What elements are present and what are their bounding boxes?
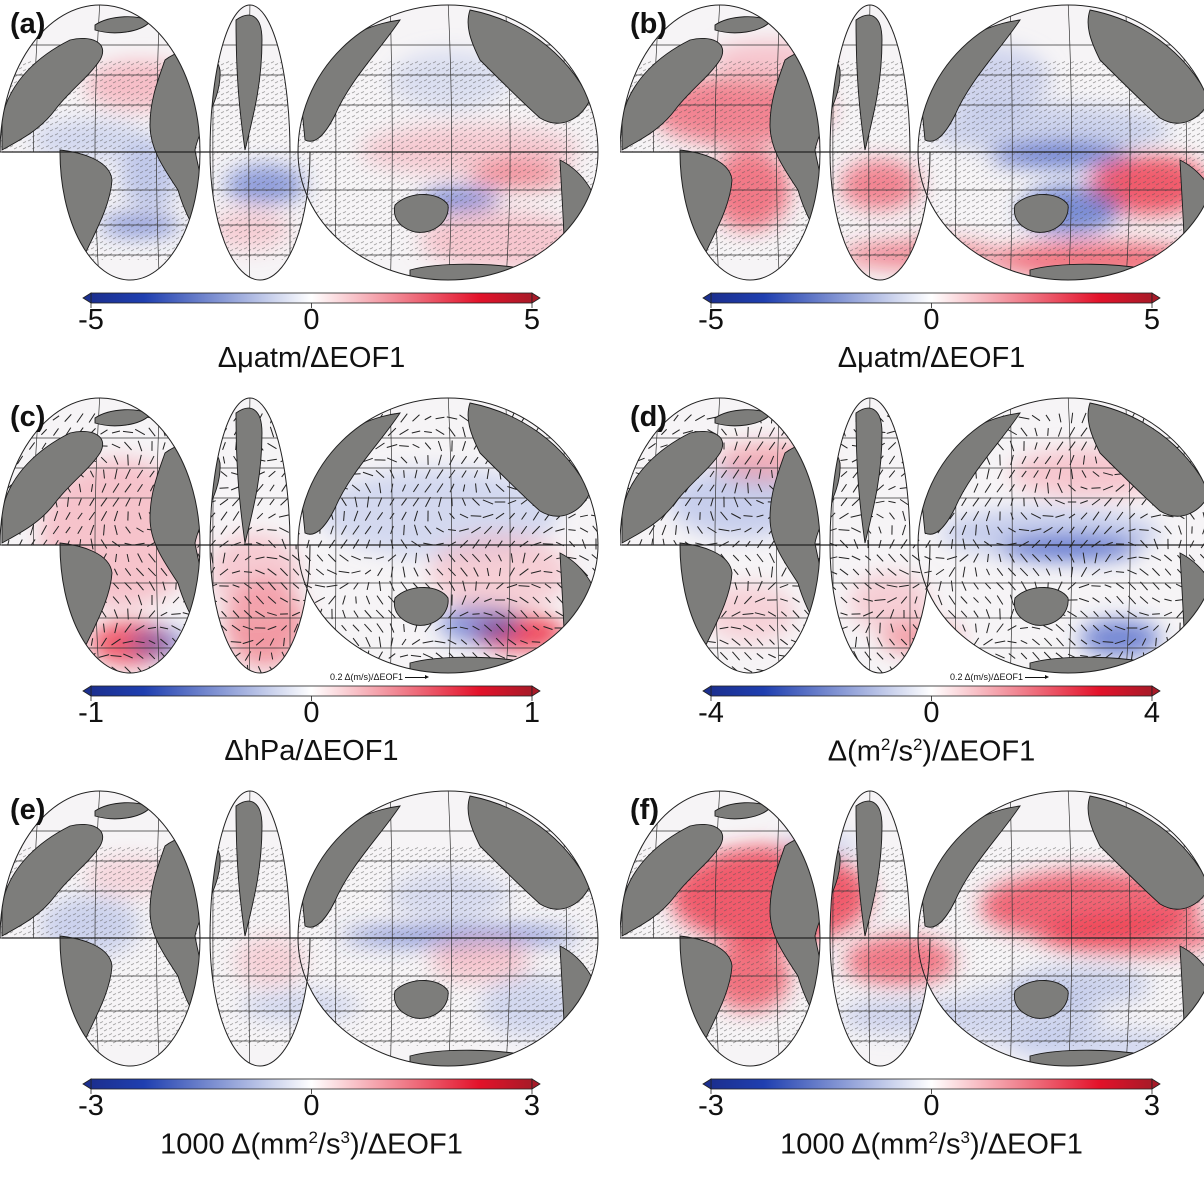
colorbar-tick-label: 0 xyxy=(923,304,940,336)
map xyxy=(620,790,1204,1067)
colorbar-tick-label: -4 xyxy=(698,697,724,729)
colorbar-tick-label: 1 xyxy=(523,697,541,729)
panel-f: (f) -3 0 3 1000 Δ(mm2/s3)/ΔEOF1 xyxy=(620,786,1204,1179)
unit-exponent: 2 xyxy=(308,1128,318,1147)
colorbar-tick-label: 0 xyxy=(303,697,320,729)
colorbar-unit-label: 1000 Δ(mm2/s3)/ΔEOF1 xyxy=(780,1128,1083,1161)
colorbar-tick-label: -5 xyxy=(698,304,724,336)
colorbar-unit-label: Δμatm/ΔEOF1 xyxy=(837,342,1026,374)
unit-exponent: 2 xyxy=(928,1128,938,1147)
map xyxy=(0,4,599,281)
panel-a: (a) -5 0 5 Δμatm/ΔEOF1 xyxy=(0,0,602,393)
panel-label: (c) xyxy=(10,401,46,433)
panel-label: (e) xyxy=(10,794,46,826)
colorbar-tick-label: 3 xyxy=(523,1090,541,1122)
vector-reference-arrow-icon xyxy=(1025,675,1050,680)
unit-exponent: 3 xyxy=(340,1128,350,1147)
map xyxy=(0,397,599,674)
colorbar xyxy=(82,292,541,308)
panel-e: (e) -3 0 3 1000 Δ(mm2/s3)/ΔEOF1 xyxy=(0,786,602,1179)
colorbar xyxy=(702,292,1161,308)
panel-d: (d) 0.2 Δ(m/s)/ΔEOF1 -4 0 4 Δ(m2/s2)/ΔEOF1 xyxy=(620,393,1204,786)
colorbar-tick-label: -3 xyxy=(78,1090,104,1122)
unit-exponent: 2 xyxy=(880,735,891,754)
colorbar-tick-label: -3 xyxy=(698,1090,724,1122)
vector-reference-text: 0.2 Δ(m/s)/ΔEOF1 xyxy=(950,672,1024,682)
colorbar-tick-label: 4 xyxy=(1143,697,1161,729)
colorbar-tick-label: 0 xyxy=(303,1090,320,1122)
unit-exponent: 3 xyxy=(960,1128,970,1147)
colorbar-tick-label: 5 xyxy=(523,304,541,336)
panel-label: (d) xyxy=(630,401,668,433)
unit-exponent: 2 xyxy=(912,735,923,754)
vector-reference-label: 0.2 Δ(m/s)/ΔEOF1 xyxy=(330,672,430,682)
colorbar xyxy=(702,1078,1161,1094)
vector-reference-text: 0.2 Δ(m/s)/ΔEOF1 xyxy=(330,672,404,682)
vector-reference-label: 0.2 Δ(m/s)/ΔEOF1 xyxy=(950,672,1050,682)
colorbar-tick-label: 3 xyxy=(1143,1090,1161,1122)
colorbar-unit-label: 1000 Δ(mm2/s3)/ΔEOF1 xyxy=(160,1128,463,1161)
map xyxy=(0,790,599,1067)
colorbar-tick-label: 5 xyxy=(1143,304,1161,336)
panel-b: (b) -5 0 5 Δμatm/ΔEOF1 xyxy=(620,0,1204,393)
vector-reference-arrow-icon xyxy=(405,675,430,680)
colorbar-unit-label: ΔhPa/ΔEOF1 xyxy=(224,735,399,767)
panel-label: (b) xyxy=(630,8,668,40)
panel-c: (c) 0.2 Δ(m/s)/ΔEOF1 -1 0 1 ΔhPa/ΔEOF1 xyxy=(0,393,602,786)
colorbar-tick-label: -5 xyxy=(78,304,104,336)
colorbar-unit-label: Δ(m2/s2)/ΔEOF1 xyxy=(827,735,1036,768)
colorbar-tick-label: 0 xyxy=(923,1090,940,1122)
colorbar xyxy=(82,685,541,701)
colorbar-unit-label: Δμatm/ΔEOF1 xyxy=(217,342,406,374)
colorbar-tick-label: 0 xyxy=(303,304,320,336)
colorbar xyxy=(702,685,1161,701)
colorbar xyxy=(82,1078,541,1094)
map xyxy=(620,397,1204,674)
map xyxy=(620,4,1204,281)
colorbar-tick-label: 0 xyxy=(923,697,940,729)
panel-label: (f) xyxy=(630,794,659,826)
colorbar-tick-label: -1 xyxy=(78,697,104,729)
panel-label: (a) xyxy=(10,8,46,40)
